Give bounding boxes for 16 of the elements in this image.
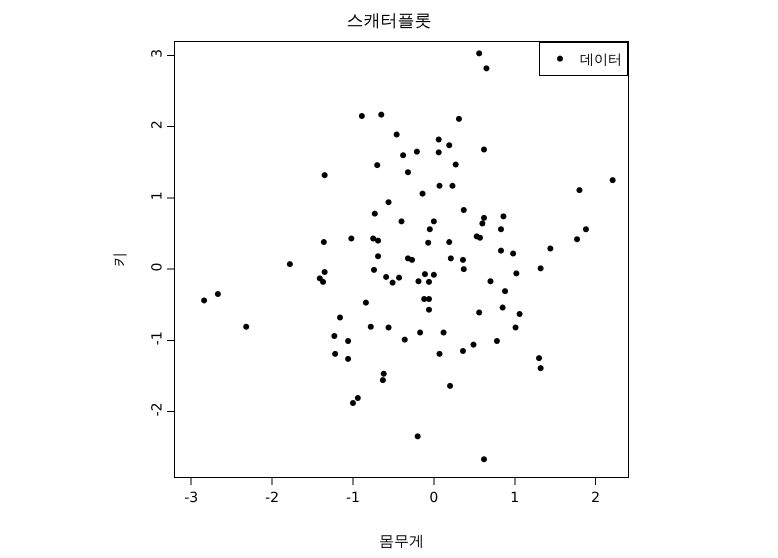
x-tick-label: 1 xyxy=(510,490,520,506)
y-tick-label: -2 xyxy=(149,402,166,416)
x-axis-title: 몸무게 xyxy=(379,532,424,550)
x-tick-label: 2 xyxy=(591,490,600,506)
y-tick-label: 0 xyxy=(149,262,166,272)
y-tick-label: 2 xyxy=(149,120,166,130)
y-axis-title: 키 xyxy=(110,252,129,267)
x-tick-label: -2 xyxy=(265,490,280,506)
chart-title: 스캐터플롯 xyxy=(346,10,432,31)
legend-label: 데이터 xyxy=(580,52,622,68)
y-tick-label: 1 xyxy=(149,191,166,200)
x-tick-label: -1 xyxy=(346,490,360,506)
x-tick-label: -3 xyxy=(184,490,198,506)
x-tick-label: 0 xyxy=(429,490,438,506)
y-tick-label: -1 xyxy=(149,331,166,346)
y-tick-label: 3 xyxy=(149,48,166,58)
